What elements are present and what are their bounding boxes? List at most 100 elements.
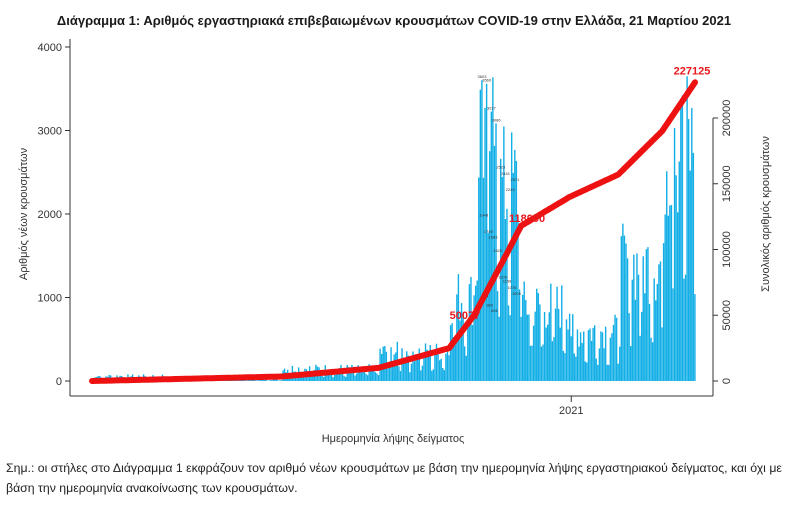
y2-tick-label: 50000 — [721, 300, 733, 331]
bar — [578, 346, 580, 381]
bar — [639, 335, 641, 381]
bar — [587, 330, 590, 381]
bar — [633, 254, 635, 381]
bar — [694, 294, 696, 381]
bar — [432, 369, 435, 381]
bar — [330, 370, 333, 381]
y2-tick-label: 200000 — [721, 100, 733, 137]
bar — [357, 365, 359, 381]
bar — [310, 375, 312, 381]
bar — [676, 212, 679, 381]
bar — [667, 215, 669, 381]
bar — [601, 332, 604, 381]
bar — [376, 373, 378, 381]
bar — [271, 380, 273, 381]
bar — [645, 249, 648, 381]
y2-tick-label: 100000 — [721, 231, 733, 268]
y2-axis-title: Συνολικός αριθμός κρουσμάτων — [760, 136, 772, 292]
bar — [640, 311, 643, 381]
bar — [359, 369, 361, 381]
bar — [269, 380, 272, 381]
bar — [604, 326, 607, 381]
bar-value-label: 869 — [486, 302, 493, 307]
bar-value-label: 1076 — [507, 285, 517, 290]
bar — [579, 332, 582, 381]
footnote: Σημ.: οι στήλες στο Διάγραμμα 1 εκφράζου… — [6, 461, 782, 495]
bar — [244, 380, 247, 381]
bar — [399, 371, 402, 381]
bar — [572, 314, 574, 381]
bar — [554, 308, 557, 381]
bar — [459, 320, 461, 381]
bar — [559, 327, 561, 381]
bar — [279, 380, 281, 381]
bar — [666, 171, 668, 381]
bar — [354, 375, 356, 381]
bar — [388, 364, 391, 381]
bar — [337, 369, 339, 381]
bar — [609, 337, 612, 381]
bar — [567, 329, 569, 381]
bar — [235, 380, 237, 381]
bar — [672, 288, 674, 381]
bar — [312, 374, 314, 381]
bar — [468, 284, 471, 381]
bar — [387, 368, 389, 381]
bar — [479, 89, 482, 382]
chart-title: Διάγραμμα 1: Αριθμός εργαστηριακά επιβεβ… — [56, 13, 732, 28]
bar — [418, 348, 420, 381]
bar — [650, 337, 652, 381]
bar — [368, 364, 370, 381]
bar — [406, 351, 408, 381]
bar — [576, 329, 579, 381]
bar — [435, 343, 438, 381]
bar — [437, 350, 439, 381]
bar — [628, 313, 630, 381]
bar — [512, 172, 514, 381]
bar — [454, 344, 456, 381]
bar — [523, 281, 525, 381]
bar — [681, 95, 684, 381]
bar — [546, 324, 549, 381]
bar — [438, 360, 441, 381]
bar — [457, 274, 460, 381]
bar — [492, 77, 494, 382]
bar — [402, 358, 405, 381]
bar — [520, 316, 522, 381]
bar — [465, 355, 467, 381]
bar-value-label: 1158 — [503, 278, 512, 283]
bar — [301, 375, 303, 381]
bar — [276, 379, 278, 381]
bar — [669, 205, 671, 381]
bar — [504, 219, 507, 381]
bar — [517, 219, 519, 381]
bar — [489, 151, 491, 381]
bar-value-label: 3560 — [482, 78, 492, 83]
bar — [360, 368, 363, 381]
bar — [589, 328, 591, 381]
bar — [409, 372, 411, 381]
bar — [518, 289, 521, 381]
bar — [686, 76, 688, 381]
bar — [543, 311, 546, 381]
bar — [272, 379, 275, 381]
bar — [644, 293, 646, 381]
bar — [338, 368, 341, 381]
bar — [423, 355, 425, 381]
bar — [556, 286, 558, 381]
bar — [326, 372, 328, 381]
bar — [440, 358, 442, 381]
bar — [658, 264, 660, 381]
x-axis-title: Ημερομηνία λήψης δείγματος — [322, 433, 465, 445]
bar — [612, 324, 615, 381]
bar — [495, 123, 497, 381]
bar — [525, 300, 527, 381]
bar — [258, 379, 261, 381]
bar-value-label: 3227 — [487, 106, 497, 111]
bar — [410, 363, 413, 381]
bar — [420, 370, 422, 381]
bar — [562, 350, 565, 381]
bar-value-label: 1749 — [484, 229, 494, 234]
